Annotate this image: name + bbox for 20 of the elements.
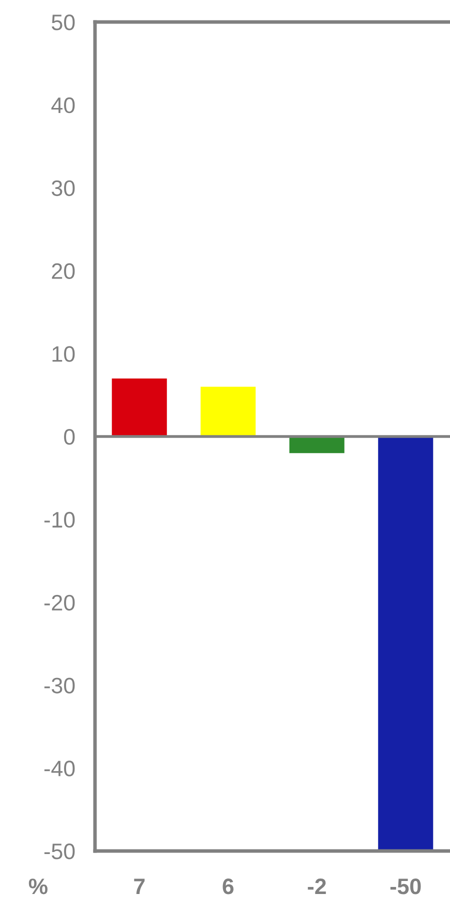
y-tick-label: 0 (64, 429, 75, 445)
y-tick-label: 40 (51, 97, 75, 114)
y-axis-title: % (28, 878, 48, 894)
y-tick-label: -10 (44, 512, 75, 528)
data-label: 7 (134, 878, 145, 894)
y-tick-label: 30 (52, 180, 75, 196)
y-tick-label: 20 (52, 263, 75, 279)
bar (200, 386, 256, 436)
bar (112, 378, 167, 436)
data-label: -2 (308, 878, 326, 894)
data-label: -50 (390, 878, 421, 894)
bar (289, 436, 344, 454)
y-tick-label: 10 (52, 346, 75, 362)
y-tick-label: 50 (52, 14, 75, 30)
bar (378, 436, 434, 851)
y-tick-label: -20 (44, 594, 75, 611)
y-tick-label: -50 (44, 844, 75, 860)
y-tick-label: -40 (44, 760, 75, 776)
data-label: 6 (222, 878, 234, 894)
y-tick-label: -30 (44, 678, 75, 694)
